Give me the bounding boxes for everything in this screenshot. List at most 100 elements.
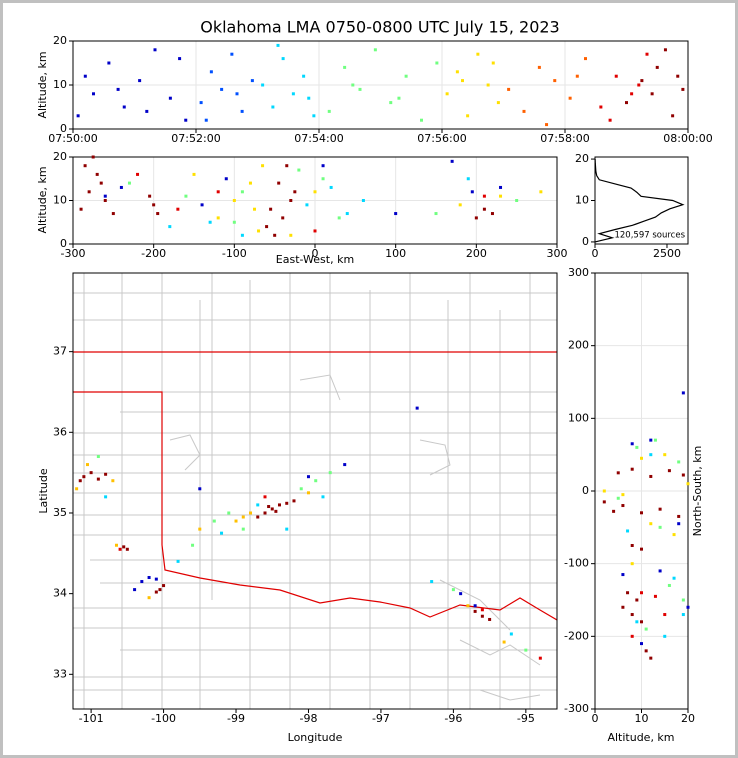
lightning-source bbox=[482, 194, 486, 198]
lightning-source bbox=[263, 495, 267, 499]
lightning-source bbox=[343, 463, 347, 467]
x-tick-label: 0 bbox=[592, 247, 599, 260]
lightning-source bbox=[450, 159, 454, 163]
lightning-source bbox=[103, 194, 107, 198]
lightning-source bbox=[99, 181, 103, 185]
lightning-source bbox=[220, 531, 224, 535]
lightning-source bbox=[103, 199, 107, 202]
lightning-source bbox=[630, 467, 634, 471]
lightning-source bbox=[621, 605, 625, 609]
lightning-source bbox=[458, 203, 462, 207]
lightning-source bbox=[658, 525, 662, 529]
lightning-source bbox=[138, 79, 142, 83]
lightning-source bbox=[621, 504, 625, 508]
lightning-source bbox=[156, 212, 160, 216]
lightning-source bbox=[329, 185, 333, 189]
lightning-source bbox=[486, 83, 490, 87]
lightning-source bbox=[658, 507, 662, 511]
lightning-source bbox=[584, 57, 587, 61]
lightning-source bbox=[297, 168, 301, 172]
lightning-source bbox=[430, 580, 434, 584]
lightning-source bbox=[119, 185, 123, 189]
lightning-source bbox=[184, 118, 188, 122]
lightning-source bbox=[672, 576, 676, 580]
lightning-source bbox=[663, 613, 667, 617]
lightning-source bbox=[314, 479, 318, 483]
lightning-source bbox=[291, 92, 295, 96]
lightning-source bbox=[630, 544, 634, 547]
lightning-source bbox=[351, 83, 355, 87]
lightning-source bbox=[663, 48, 667, 52]
x-axis-label: Altitude, km bbox=[607, 731, 674, 744]
lightning-source bbox=[224, 177, 228, 181]
lightning-source bbox=[168, 225, 172, 229]
lightning-source bbox=[343, 65, 347, 69]
y-tick-label: -300 bbox=[564, 702, 589, 715]
lightning-source bbox=[473, 609, 477, 613]
lightning-source bbox=[95, 172, 99, 176]
y-tick-label: 0 bbox=[582, 235, 589, 248]
lightning-source bbox=[451, 588, 455, 592]
lightning-source bbox=[114, 543, 118, 547]
lightning-source bbox=[637, 83, 641, 87]
lightning-source bbox=[599, 105, 603, 109]
y-tick-label: -200 bbox=[564, 629, 589, 642]
y-tick-label: 34 bbox=[53, 587, 67, 600]
lightning-source bbox=[263, 511, 267, 515]
lightning-source bbox=[89, 471, 93, 475]
y-tick-label: -100 bbox=[564, 557, 589, 570]
lightning-source bbox=[85, 463, 89, 467]
x-tick-label: -95 bbox=[517, 712, 535, 725]
x-tick-label: 08:00:00 bbox=[663, 132, 712, 145]
lightning-source bbox=[184, 194, 188, 198]
x-tick-label: 200 bbox=[466, 247, 487, 260]
lightning-source bbox=[681, 473, 685, 477]
lightning-source bbox=[653, 438, 657, 442]
lightning-source bbox=[235, 92, 239, 96]
lightning-source bbox=[241, 515, 245, 519]
lightning-source bbox=[522, 109, 526, 113]
lightning-source bbox=[216, 216, 220, 220]
lightning-source bbox=[640, 591, 643, 595]
lightning-source bbox=[306, 491, 310, 495]
lightning-source bbox=[153, 48, 157, 52]
lightning-source bbox=[515, 199, 519, 202]
lightning-source bbox=[612, 509, 616, 513]
lightning-source bbox=[640, 511, 643, 515]
lightning-source bbox=[96, 455, 100, 459]
lightning-source bbox=[147, 576, 151, 580]
lightning-source bbox=[602, 489, 606, 493]
lightning-source bbox=[241, 527, 245, 531]
lightning-source bbox=[248, 181, 252, 185]
y-tick-label: 33 bbox=[53, 667, 67, 680]
lightning-source bbox=[686, 605, 690, 609]
x-axis-label: East-West, km bbox=[276, 253, 354, 266]
plot-frame bbox=[72, 156, 558, 245]
lightning-source bbox=[476, 52, 480, 56]
lightning-source bbox=[621, 493, 625, 497]
lightning-source bbox=[630, 92, 634, 96]
lightning-source bbox=[461, 79, 464, 83]
lightning-source bbox=[358, 87, 362, 91]
lightning-source bbox=[147, 596, 151, 600]
lightning-source bbox=[488, 617, 492, 621]
lightning-source bbox=[345, 212, 349, 216]
y-tick-label: 10 bbox=[53, 78, 67, 91]
lightning-source bbox=[199, 101, 203, 105]
lightning-source bbox=[176, 207, 180, 211]
lightning-source bbox=[640, 547, 643, 551]
lightning-source bbox=[455, 70, 459, 74]
lightning-source bbox=[285, 527, 289, 531]
x-tick-label: -100 bbox=[151, 712, 176, 725]
lightning-source bbox=[328, 471, 332, 475]
lightning-source bbox=[178, 57, 182, 61]
lightning-source bbox=[307, 96, 311, 100]
lightning-source bbox=[677, 522, 681, 526]
lightning-source bbox=[306, 475, 310, 479]
lightning-source bbox=[198, 487, 202, 491]
map-boundaries bbox=[73, 273, 557, 709]
x-tick-label: 07:54:00 bbox=[294, 132, 343, 145]
lightning-source bbox=[289, 233, 293, 237]
lightning-source bbox=[394, 212, 398, 216]
lightning-source bbox=[313, 229, 317, 233]
